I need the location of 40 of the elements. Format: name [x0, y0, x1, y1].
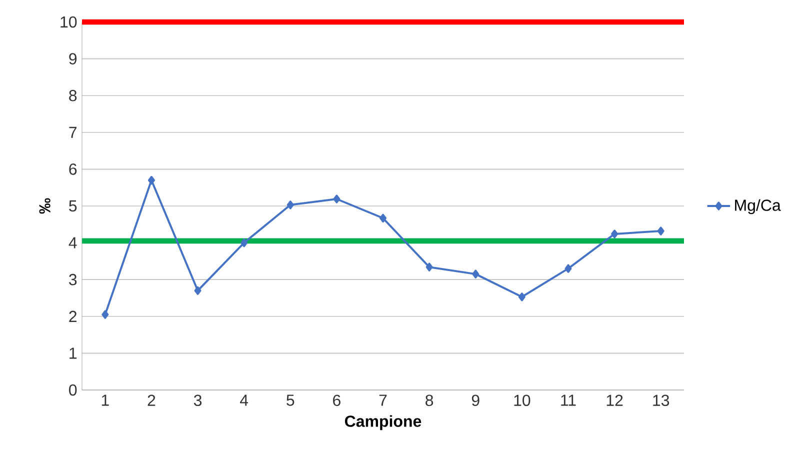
point: [380, 214, 387, 222]
x-tick-label: 5: [286, 394, 294, 406]
y-tick-label: 10: [60, 16, 77, 28]
x-axis-title: Campione: [344, 415, 422, 430]
y-tick-label: 9: [69, 53, 77, 64]
x-tick-label: 8: [426, 394, 434, 406]
y-tick-label: 5: [69, 200, 77, 212]
x-tick-label: 1: [102, 394, 109, 406]
legend-label: Mg/Ca: [735, 199, 781, 214]
point: [611, 230, 618, 238]
y-tick-label: 3: [69, 274, 77, 286]
x-tick-label: 2: [148, 394, 156, 406]
y-tick-label: 1: [70, 348, 77, 359]
point: [102, 310, 109, 319]
point: [564, 264, 572, 273]
point: [286, 200, 294, 210]
point: [194, 286, 202, 295]
x-tick-label: 4: [240, 394, 248, 406]
x-tick-label: 13: [653, 394, 670, 406]
point: [240, 238, 248, 248]
point: [518, 292, 526, 302]
point: [148, 176, 155, 185]
y-axis-title: ‰: [39, 198, 50, 214]
y-tick-label: 0: [69, 384, 77, 396]
x-tick-label: 6: [333, 394, 340, 406]
x-tick-label: 12: [606, 394, 623, 406]
y-tick-label: 4: [68, 237, 77, 248]
x-tick-label: 10: [514, 394, 530, 406]
x-tick-label: 9: [472, 394, 480, 406]
point: [472, 270, 480, 278]
point: [426, 262, 433, 272]
y-tick-label: 6: [69, 164, 77, 175]
point: [333, 194, 340, 204]
x-tick-label: 3: [194, 394, 202, 406]
y-tick-label: 8: [69, 90, 77, 102]
y-tick-label: 7: [69, 126, 76, 138]
x-tick-label: 7: [379, 394, 387, 406]
y-tick-label: 2: [69, 310, 76, 322]
point: [657, 226, 664, 236]
x-tick-label: 11: [561, 394, 576, 406]
